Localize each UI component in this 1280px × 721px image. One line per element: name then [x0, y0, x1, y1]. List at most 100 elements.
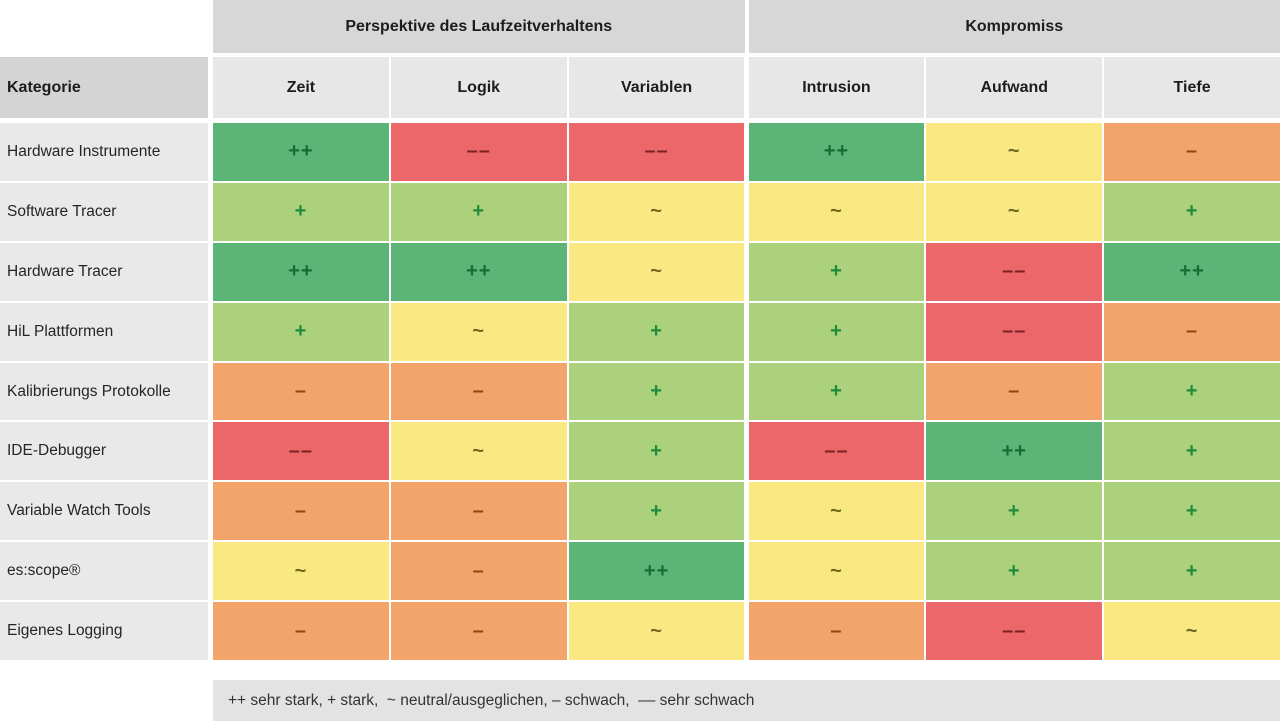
rating-cell: ~	[390, 302, 567, 361]
row-label: Variable Watch Tools	[0, 482, 208, 541]
row-label: es:scope®	[0, 542, 208, 601]
rating-cell: –	[390, 362, 567, 421]
rating-cell: ++	[390, 242, 567, 301]
table-row: Eigenes Logging – – ~ – –– ~	[0, 602, 1280, 661]
rating-cell: +	[390, 182, 567, 241]
rating-cell: +	[213, 182, 389, 241]
rating-cell: –	[390, 542, 567, 601]
rating-cell: ~	[568, 242, 745, 301]
rating-cell: ++	[213, 242, 389, 301]
rating-cell: ––	[926, 602, 1103, 661]
rating-cell: –	[213, 482, 389, 541]
row-label: Eigenes Logging	[0, 602, 208, 661]
rating-group: –– ++ +	[748, 422, 1280, 481]
rating-cell: +	[748, 242, 925, 301]
rating-cell: ~	[926, 123, 1103, 181]
rating-cell: –	[1104, 302, 1280, 361]
rating-cell: ++	[568, 542, 745, 601]
rating-group: – – +	[213, 362, 745, 421]
column-header-logik: Logik	[390, 57, 567, 118]
table-row: Hardware Tracer ++ ++ ~ + –– ++	[0, 242, 1280, 301]
rating-cell: +	[748, 302, 925, 361]
rating-cell: ––	[213, 422, 389, 481]
rating-cell: +	[1104, 182, 1280, 241]
table-row: Kalibrierungs Protokolle – – + + – +	[0, 362, 1280, 421]
rating-group: + – +	[748, 362, 1280, 421]
column-header-variablen: Variablen	[568, 57, 745, 118]
rating-group: ~ + +	[748, 482, 1280, 541]
kategorie-header: Kategorie	[0, 57, 208, 118]
rating-group: ~ – ++	[213, 542, 745, 601]
rating-cell: +	[1104, 362, 1280, 421]
rating-cell: ––	[926, 302, 1103, 361]
group-header-row: Perspektive des Laufzeitverhaltens Kompr…	[213, 0, 1280, 53]
rating-cell: +	[748, 362, 925, 421]
row-label: Hardware Instrumente	[0, 123, 208, 181]
table-row: Variable Watch Tools – – + ~ + +	[0, 482, 1280, 541]
rating-cell: –	[926, 362, 1103, 421]
rating-group: + ~ +	[213, 302, 745, 361]
legend-text: ++ sehr stark, + stark, ~ neutral/ausgeg…	[228, 691, 755, 709]
column-header-tiefe: Tiefe	[1104, 57, 1280, 118]
column-header-zeit: Zeit	[213, 57, 389, 118]
table-row: IDE-Debugger –– ~ + –– ++ +	[0, 422, 1280, 481]
group-header-perspektive: Perspektive des Laufzeitverhaltens	[213, 0, 745, 53]
rating-cell: ––	[568, 123, 745, 181]
rating-group: –– ~ +	[213, 422, 745, 481]
column-header-aufwand: Aufwand	[926, 57, 1103, 118]
rating-cell: –	[1104, 123, 1280, 181]
rating-group: – – ~	[213, 602, 745, 661]
row-label: IDE-Debugger	[0, 422, 208, 481]
rating-group: + + ~	[213, 182, 745, 241]
rating-cell: +	[1104, 422, 1280, 481]
column-header-intrusion: Intrusion	[748, 57, 925, 118]
rating-cell: ++	[926, 422, 1103, 481]
rating-cell: ~	[1104, 602, 1280, 661]
rating-group: – – +	[213, 482, 745, 541]
row-label: HiL Plattformen	[0, 302, 208, 361]
rating-group: ++ ++ ~	[213, 242, 745, 301]
rating-cell: –	[390, 482, 567, 541]
rating-cell: ~	[748, 182, 925, 241]
rating-cell: +	[213, 302, 389, 361]
group-header-kompromiss: Kompromiss	[748, 0, 1280, 53]
table-row: Software Tracer + + ~ ~ ~ +	[0, 182, 1280, 241]
table-row: Hardware Instrumente ++ –– –– ++ ~ –	[0, 123, 1280, 181]
rating-cell: +	[1104, 482, 1280, 541]
rating-cell: ~	[748, 542, 925, 601]
row-label: Kalibrierungs Protokolle	[0, 362, 208, 421]
rating-cell: +	[568, 362, 745, 421]
rating-cell: –	[748, 602, 925, 661]
rating-cell: +	[1104, 542, 1280, 601]
rating-cell: –	[213, 362, 389, 421]
kategorie-header-label: Kategorie	[7, 78, 81, 96]
rating-group: ++ –– ––	[213, 123, 745, 181]
rating-group: ++ ~ –	[748, 123, 1280, 181]
rating-cell: +	[568, 422, 745, 481]
rating-cell: ––	[390, 123, 567, 181]
rating-cell: ~	[748, 482, 925, 541]
rating-group: ~ ~ +	[748, 182, 1280, 241]
rating-cell: ++	[1104, 242, 1280, 301]
group-header-perspektive-label: Perspektive des Laufzeitverhaltens	[345, 17, 613, 35]
rating-group: – –– ~	[748, 602, 1280, 661]
rating-cell: ~	[568, 182, 745, 241]
rating-cell: +	[568, 302, 745, 361]
group-header-kompromiss-label: Kompromiss	[965, 17, 1064, 35]
table-body: Hardware Instrumente ++ –– –– ++ ~ – Software T…	[0, 123, 1280, 661]
rating-group: + –– –	[748, 302, 1280, 361]
legend-bar: ++ sehr stark, + stark, ~ neutral/ausgeg…	[213, 680, 1280, 721]
table-row: es:scope® ~ – ++ ~ + +	[0, 542, 1280, 601]
column-header-row: Kategorie Zeit Logik Variablen Intrusion…	[0, 57, 1280, 118]
rating-group: ~ + +	[748, 542, 1280, 601]
rating-cell: ++	[213, 123, 389, 181]
rating-group: + –– ++	[748, 242, 1280, 301]
rating-cell: –	[390, 602, 567, 661]
rating-cell: –	[213, 602, 389, 661]
rating-cell: ~	[390, 422, 567, 481]
rating-cell: +	[568, 482, 745, 541]
rating-cell: ~	[213, 542, 389, 601]
column-headers-group-1: Zeit Logik Variablen	[213, 57, 745, 118]
row-label: Hardware Tracer	[0, 242, 208, 301]
